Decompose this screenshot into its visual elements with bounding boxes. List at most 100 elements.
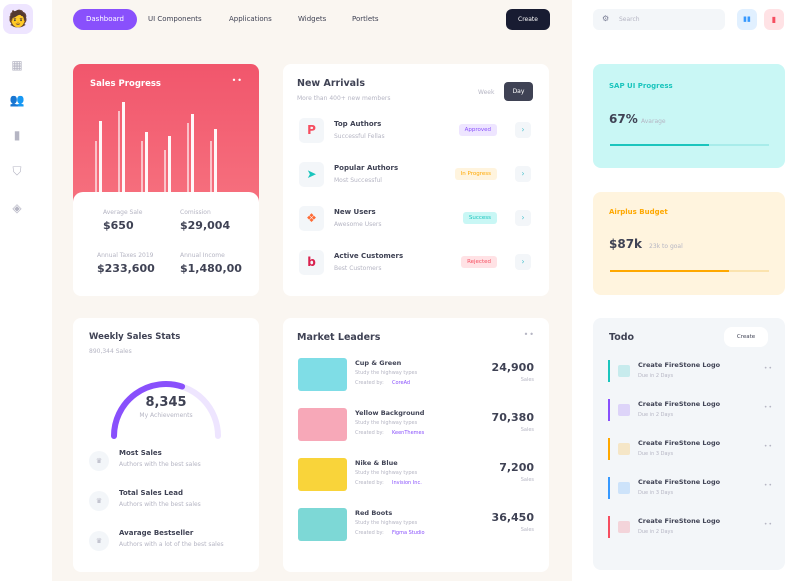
more-icon[interactable]: •• (763, 443, 773, 450)
product-image (298, 358, 347, 391)
nav-portlets[interactable]: Portlets (352, 15, 379, 23)
nav-applications[interactable]: Applications (229, 15, 272, 23)
todo-item[interactable]: Create FireStone Logo Due in 2 Days •• (608, 399, 773, 421)
sales-bar (168, 136, 171, 204)
sales-title: Sales Progress (90, 79, 161, 89)
todo-color-bar (608, 360, 610, 382)
todo-item[interactable]: Create FireStone Logo Due in 2 Days •• (608, 516, 773, 538)
create-button[interactable]: Create (506, 9, 550, 30)
product-desc: Study the highway types (355, 420, 418, 426)
todo-checkbox[interactable] (618, 443, 630, 455)
product-author-link[interactable]: Invision Inc. (392, 480, 422, 486)
nav-ui-components[interactable]: UI Components (148, 15, 202, 23)
more-icon[interactable]: •• (231, 76, 243, 85)
nav-dashboard[interactable]: Dashboard (73, 9, 137, 30)
status-badge: Approved (458, 124, 497, 136)
weekly-item-desc: Authors with the best sales (119, 501, 201, 508)
product-created-by: Created by: (355, 430, 384, 436)
stat-value: $29,004 (180, 219, 231, 232)
arrival-name: Popular Authors (334, 164, 399, 172)
todo-create-button[interactable]: Create (724, 327, 768, 347)
shield-icon[interactable]: ⛉ (12, 164, 22, 178)
market-item[interactable]: Yellow Background Study the highway type… (298, 408, 536, 442)
arrival-desc: Awesome Users (334, 221, 382, 228)
sales-bar (99, 121, 102, 204)
product-author-link[interactable]: CoreAd (392, 380, 411, 386)
more-icon[interactable]: •• (763, 404, 773, 411)
product-author-link[interactable]: KeenThemes (392, 430, 425, 436)
tab-day[interactable]: Day (504, 82, 533, 101)
stat-value: $650 (103, 219, 134, 232)
arrival-item[interactable]: P Top Authors Successful Fellas Approved… (297, 116, 535, 150)
todo-item[interactable]: Create FireStone Logo Due in 3 Days •• (608, 438, 773, 460)
status-badge: In Progress (454, 168, 497, 180)
tag-icon[interactable]: ◈ (12, 201, 22, 215)
more-icon[interactable]: •• (763, 365, 773, 372)
weekly-item-title: Avarage Bestseller (119, 529, 194, 537)
sales-bar (118, 111, 120, 204)
chevron-right-icon[interactable]: › (515, 254, 531, 270)
market-title: Market Leaders (297, 332, 381, 343)
more-icon[interactable]: •• (763, 521, 773, 528)
product-name: Yellow Background (355, 409, 425, 417)
todo-title: Create FireStone Logo (638, 517, 721, 525)
sales-bar (141, 141, 143, 204)
todo-item[interactable]: Create FireStone Logo Due in 3 Days •• (608, 477, 773, 499)
product-desc: Study the highway types (355, 470, 418, 476)
alerts-button[interactable]: ▮ (764, 9, 784, 30)
todo-title: Create FireStone Logo (638, 400, 721, 408)
grid-icon[interactable]: ▦ (11, 58, 23, 72)
sales-progress-card: Sales Progress •• Average Sale $650 Comis… (73, 64, 259, 296)
todo-checkbox[interactable] (618, 404, 630, 416)
arrival-logo-icon: P (299, 118, 324, 143)
chart-icon[interactable]: ▮ (13, 128, 21, 142)
budget-label: 23k to goal (649, 243, 683, 250)
arrival-item[interactable]: ➤ Popular Authors Most Successful In Pro… (297, 160, 535, 194)
achievement-gauge (111, 381, 221, 439)
todo-color-bar (608, 516, 610, 538)
chevron-right-icon[interactable]: › (515, 166, 531, 182)
product-sales-value: 70,380 (491, 411, 534, 424)
search-input[interactable]: ⚙ Search (593, 9, 725, 30)
product-sales-label: Sales (520, 427, 534, 433)
arrival-name: New Users (334, 208, 376, 216)
todo-color-bar (608, 438, 610, 460)
market-item[interactable]: Red Boots Study the highway types Create… (298, 508, 536, 542)
arrival-logo-icon: b (299, 250, 324, 275)
users-icon[interactable]: 👥 (9, 93, 25, 107)
arrival-item[interactable]: ❖ New Users Awesome Users Success › (297, 204, 535, 238)
product-name: Red Boots (355, 509, 393, 517)
todo-checkbox[interactable] (618, 521, 630, 533)
arrival-name: Active Customers (334, 252, 404, 260)
avatar[interactable]: 🧑 (3, 4, 33, 34)
search-icon: ⚙ (602, 14, 610, 23)
stat-label: Average Sale (103, 209, 143, 216)
sales-bar (187, 123, 189, 204)
tab-week[interactable]: Week (478, 89, 495, 96)
product-sales-value: 24,900 (491, 361, 534, 374)
todo-item[interactable]: Create FireStone Logo Due in 2 Days •• (608, 360, 773, 382)
product-author-link[interactable]: Figma Studio (392, 530, 425, 536)
weekly-item: ♛ Most Sales Authors with the best sales (89, 449, 249, 479)
product-created-by: Created by: (355, 530, 384, 536)
todo-card: Todo Create Create FireStone Logo Due in… (593, 318, 785, 570)
chevron-right-icon[interactable]: › (515, 210, 531, 226)
sap-progress-card: SAP UI Progress 67% Avarage (593, 64, 785, 168)
arrival-item[interactable]: b Active Customers Best Customers Reject… (297, 248, 535, 282)
todo-checkbox[interactable] (618, 365, 630, 377)
todo-checkbox[interactable] (618, 482, 630, 494)
market-item[interactable]: Nike & Blue Study the highway types Crea… (298, 458, 536, 492)
stat-label: Annual Taxes 2019 (97, 252, 154, 259)
gauge-label: My Achievements (139, 412, 193, 419)
arrival-desc: Best Customers (334, 265, 382, 272)
nav-widgets[interactable]: Widgets (298, 15, 327, 23)
market-item[interactable]: Cup & Green Study the highway types Crea… (298, 358, 536, 392)
budget-progress-bar (610, 270, 769, 272)
arrivals-title: New Arrivals (297, 78, 365, 89)
chevron-right-icon[interactable]: › (515, 122, 531, 138)
sap-value: 67% (609, 112, 638, 126)
stats-button[interactable]: ▮▮ (737, 9, 757, 30)
more-icon[interactable]: •• (523, 330, 535, 339)
weekly-item: ♛ Total Sales Lead Authors with the best… (89, 489, 249, 519)
more-icon[interactable]: •• (763, 482, 773, 489)
